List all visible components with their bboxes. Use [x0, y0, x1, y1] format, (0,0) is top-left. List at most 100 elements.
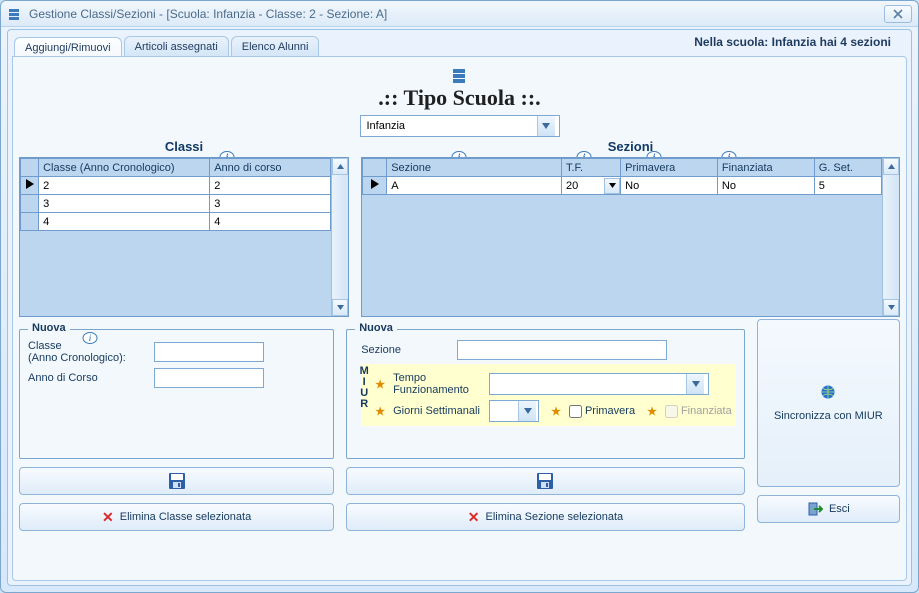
- nuova-classe-col: Nuova i Classe (Anno Cronologico): Anno …: [19, 319, 334, 531]
- table-cell[interactable]: 5: [814, 177, 881, 195]
- tabstrip: Aggiungi/RimuoviArticoli assegnatiElenco…: [8, 30, 911, 56]
- row-header[interactable]: [21, 177, 39, 195]
- table-row[interactable]: 44: [21, 213, 331, 231]
- classi-col-header[interactable]: Anno di corso: [210, 159, 331, 177]
- info-icon[interactable]: i: [82, 332, 98, 346]
- sezioni-table[interactable]: SezioneT.F.PrimaveraFinanziataG. Set.A20…: [362, 158, 882, 195]
- table-cell[interactable]: No: [621, 177, 718, 195]
- chevron-down-icon[interactable]: [686, 374, 704, 394]
- sezioni-col-header[interactable]: T.F.: [561, 159, 620, 177]
- tab-aggiungi-rimuovi[interactable]: Aggiungi/Rimuovi: [14, 37, 122, 57]
- tempo-funz-combo[interactable]: [489, 373, 709, 395]
- sezioni-col-header[interactable]: G. Set.: [814, 159, 881, 177]
- esci-button[interactable]: Esci: [757, 495, 900, 523]
- nuova-classe-fieldset: Nuova i Classe (Anno Cronologico): Anno …: [19, 329, 334, 459]
- sezioni-col-header[interactable]: Sezione: [387, 159, 562, 177]
- sezioni-scrollbar[interactable]: [882, 158, 899, 316]
- tab-articoli-assegnati[interactable]: Articoli assegnati: [124, 36, 229, 56]
- table-cell[interactable]: A: [387, 177, 562, 195]
- miur-box: MIUR ★ Tempo Funzionamento ★: [361, 364, 736, 426]
- table-row[interactable]: 22: [21, 177, 331, 195]
- nuova-sezione-fieldset: Nuova Sezione MIUR ★ Tempo Funzionamento: [346, 329, 745, 459]
- finanziata-checkbox: Finanziata: [665, 405, 732, 418]
- primavera-checkbox-input[interactable]: [569, 405, 582, 418]
- table-cell[interactable]: 3: [210, 195, 331, 213]
- sezione-label: Sezione: [361, 344, 451, 356]
- row-header[interactable]: [363, 177, 387, 195]
- school-type-combo[interactable]: [360, 115, 560, 137]
- classi-column: Classi i Classe (Anno Cronologico)Anno d…: [19, 139, 349, 317]
- exit-icon: [807, 501, 823, 517]
- chevron-down-icon[interactable]: [518, 401, 536, 421]
- sezioni-col-header[interactable]: Primavera: [621, 159, 718, 177]
- nuova-classe-legend: Nuova: [28, 322, 70, 334]
- chevron-down-icon[interactable]: [537, 116, 555, 136]
- table-cell[interactable]: 2: [210, 177, 331, 195]
- anno-corso-input[interactable]: [154, 368, 264, 388]
- window-title: Gestione Classi/Sezioni - [Scuola: Infan…: [29, 7, 884, 21]
- elimina-classe-button[interactable]: ✕ Elimina Classe selezionata: [19, 503, 334, 531]
- required-star-icon: ★: [551, 405, 561, 418]
- delete-x-icon: ✕: [468, 509, 480, 526]
- sync-miur-button[interactable]: Sincronizza con MIUR: [757, 319, 900, 487]
- classi-table[interactable]: Classe (Anno Cronologico)Anno di corso22…: [20, 158, 331, 231]
- heading-row: .:: Tipo Scuola ::.: [19, 67, 900, 111]
- sezioni-grid[interactable]: SezioneT.F.PrimaveraFinanziataG. Set.A20…: [361, 157, 900, 317]
- classi-title-text: Classi: [165, 139, 203, 154]
- classi-grid[interactable]: Classe (Anno Cronologico)Anno di corso22…: [19, 157, 349, 317]
- chevron-down-icon[interactable]: [604, 178, 620, 194]
- heading-icon: [450, 67, 470, 85]
- window-root: Gestione Classi/Sezioni - [Scuola: Infan…: [0, 0, 919, 593]
- tempo-funz-value[interactable]: [490, 376, 686, 392]
- table-cell[interactable]: 4: [210, 213, 331, 231]
- row-header[interactable]: [21, 213, 39, 231]
- giorni-sett-label: Giorni Settimanali: [393, 405, 483, 417]
- school-type-value[interactable]: [361, 118, 537, 134]
- scroll-down-icon[interactable]: [332, 299, 348, 316]
- scroll-up-icon[interactable]: [883, 158, 899, 175]
- required-star-icon: ★: [375, 405, 385, 418]
- grids-row: Classi i Classe (Anno Cronologico)Anno d…: [19, 139, 900, 317]
- sezione-input[interactable]: [457, 340, 667, 360]
- table-cell[interactable]: 3: [39, 195, 210, 213]
- sezioni-column: Sezioni i i i i SezioneT.F.PrimaveraFina…: [361, 139, 900, 317]
- classi-col-header[interactable]: Classe (Anno Cronologico): [39, 159, 210, 177]
- scroll-down-icon[interactable]: [883, 299, 899, 316]
- esci-label: Esci: [829, 503, 850, 515]
- finanziata-label: Finanziata: [681, 405, 732, 417]
- delete-x-icon: ✕: [102, 509, 114, 526]
- classi-title: Classi i: [19, 139, 349, 157]
- table-cell[interactable]: 20: [561, 177, 620, 195]
- elimina-sezione-label: Elimina Sezione selezionata: [486, 511, 624, 523]
- giorni-sett-combo[interactable]: [489, 400, 539, 422]
- tab-elenco-alunni[interactable]: Elenco Alunni: [231, 36, 320, 56]
- row-header[interactable]: [21, 195, 39, 213]
- titlebar: Gestione Classi/Sezioni - [Scuola: Infan…: [1, 1, 918, 27]
- save-sezione-button[interactable]: [346, 467, 745, 495]
- primavera-checkbox[interactable]: Primavera: [569, 405, 635, 418]
- anno-corso-label: Anno di Corso: [28, 372, 148, 384]
- classe-anno-input[interactable]: [154, 342, 264, 362]
- table-cell[interactable]: No: [717, 177, 814, 195]
- table-cell[interactable]: 4: [39, 213, 210, 231]
- sezioni-col-header[interactable]: Finanziata: [717, 159, 814, 177]
- globe-icon: [820, 384, 836, 400]
- save-classe-button[interactable]: [19, 467, 334, 495]
- nuova-sezione-legend: Nuova: [355, 322, 397, 334]
- client-area: Aggiungi/RimuoviArticoli assegnatiElenco…: [7, 29, 912, 586]
- elimina-sezione-button[interactable]: ✕ Elimina Sezione selezionata: [346, 503, 745, 531]
- table-row[interactable]: A20NoNo5: [363, 177, 882, 195]
- sync-miur-label: Sincronizza con MIUR: [774, 410, 883, 422]
- primavera-label: Primavera: [585, 405, 635, 417]
- required-star-icon: ★: [375, 378, 385, 391]
- giorni-sett-value[interactable]: [490, 403, 518, 419]
- app-icon: [7, 6, 23, 22]
- sections-count-status: Nella scuola: Infanzia hai 4 sezioni: [694, 35, 891, 49]
- classi-scrollbar[interactable]: [331, 158, 348, 316]
- window-close-button[interactable]: [884, 5, 912, 23]
- table-cell[interactable]: 2: [39, 177, 210, 195]
- scroll-up-icon[interactable]: [332, 158, 348, 175]
- table-row[interactable]: 33: [21, 195, 331, 213]
- tempo-funz-label: Tempo Funzionamento: [393, 372, 483, 396]
- required-star-icon: ★: [647, 405, 657, 418]
